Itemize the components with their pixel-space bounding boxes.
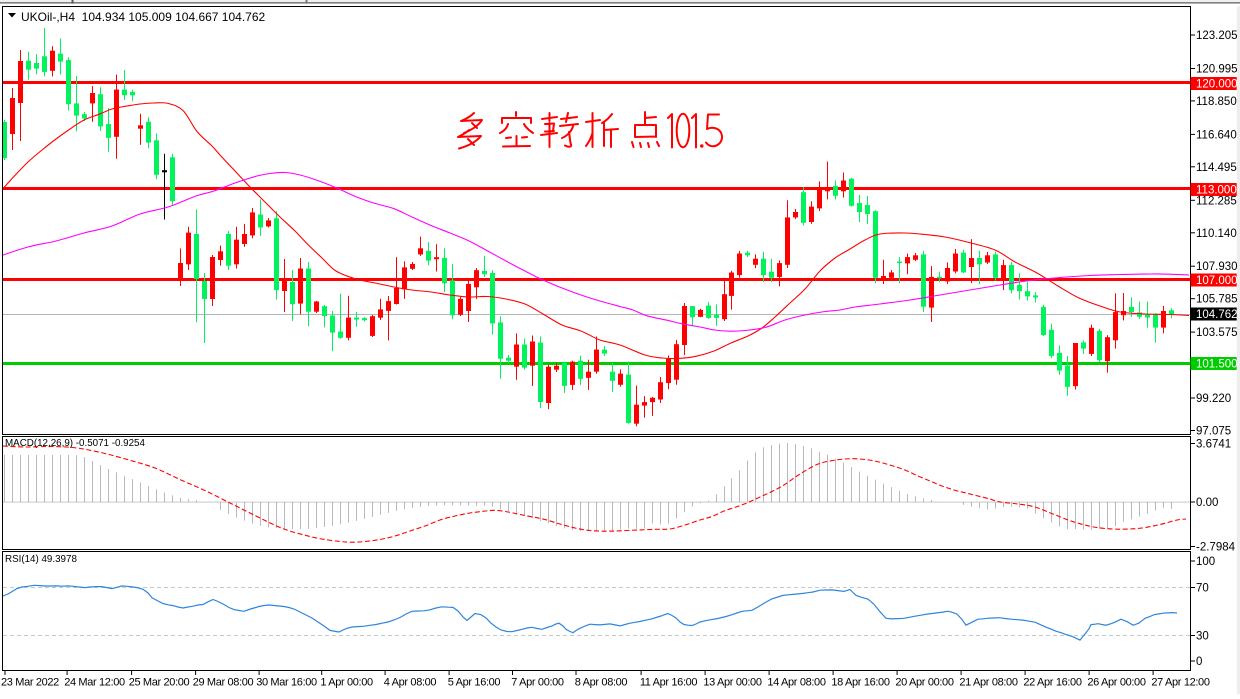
svg-text:25 Mar 20:00: 25 Mar 20:00 <box>129 677 190 689</box>
svg-text:14 Apr 08:00: 14 Apr 08:00 <box>767 677 825 689</box>
svg-text:113.000: 113.000 <box>1196 185 1237 197</box>
svg-text:110.140: 110.140 <box>1196 228 1237 240</box>
svg-text:100: 100 <box>1196 556 1215 568</box>
svg-text:123.205: 123.205 <box>1196 30 1238 42</box>
svg-text:11 Apr 16:00: 11 Apr 16:00 <box>640 677 698 689</box>
svg-text:21 Apr 08:00: 21 Apr 08:00 <box>959 677 1017 689</box>
svg-text:13 Apr 00:00: 13 Apr 00:00 <box>703 677 761 689</box>
svg-text:1 Apr 00:00: 1 Apr 00:00 <box>320 677 373 689</box>
svg-text:105.785: 105.785 <box>1196 294 1238 306</box>
svg-text:99.220: 99.220 <box>1196 393 1231 405</box>
svg-text:29 Mar 08:00: 29 Mar 08:00 <box>193 677 254 689</box>
svg-text:-2.7984: -2.7984 <box>1196 542 1236 554</box>
svg-text:30: 30 <box>1196 631 1209 643</box>
svg-text:116.640: 116.640 <box>1196 129 1237 141</box>
svg-text:120.000: 120.000 <box>1196 79 1238 91</box>
svg-text:104.762: 104.762 <box>1196 309 1238 321</box>
svg-text:23 Mar 2022: 23 Mar 2022 <box>1 677 59 689</box>
svg-text:22 Apr 16:00: 22 Apr 16:00 <box>1023 677 1081 689</box>
svg-text:103.575: 103.575 <box>1196 327 1238 339</box>
svg-text:70: 70 <box>1196 583 1209 595</box>
svg-text:97.075: 97.075 <box>1196 426 1231 438</box>
svg-text:MACD(12,26,9) -0.5071 -0.9254: MACD(12,26,9) -0.5071 -0.9254 <box>5 438 146 449</box>
svg-text:0: 0 <box>1196 656 1202 668</box>
svg-text:101.500: 101.500 <box>1196 359 1238 371</box>
svg-text:30 Mar 16:00: 30 Mar 16:00 <box>256 677 317 689</box>
svg-text:18 Apr 16:00: 18 Apr 16:00 <box>831 677 889 689</box>
svg-text:20 Apr 00:00: 20 Apr 00:00 <box>895 677 953 689</box>
svg-text:26 Apr 00:00: 26 Apr 00:00 <box>1087 677 1145 689</box>
svg-text:24 Mar 12:00: 24 Mar 12:00 <box>64 677 125 689</box>
svg-text:0.00: 0.00 <box>1196 497 1218 509</box>
svg-text:5 Apr 16:00: 5 Apr 16:00 <box>448 677 501 689</box>
svg-text:118.850: 118.850 <box>1196 96 1237 108</box>
svg-text:UKOil-,H4 104.934 105.009 104: UKOil-,H4 104.934 105.009 104.667 104.76… <box>21 10 266 24</box>
svg-text:7 Apr 00:00: 7 Apr 00:00 <box>511 677 564 689</box>
svg-text:RSI(14) 49.3978: RSI(14) 49.3978 <box>5 554 77 565</box>
svg-text:4 Apr 08:00: 4 Apr 08:00 <box>384 677 437 689</box>
svg-text:112.285: 112.285 <box>1196 195 1237 207</box>
svg-text:27 Apr 12:00: 27 Apr 12:00 <box>1151 677 1209 689</box>
svg-text:107.930: 107.930 <box>1196 261 1238 273</box>
svg-text:120.995: 120.995 <box>1196 64 1238 76</box>
svg-text:3.6741: 3.6741 <box>1196 439 1231 451</box>
svg-text:8 Apr 08:00: 8 Apr 08:00 <box>575 677 628 689</box>
svg-text:107.000: 107.000 <box>1196 275 1238 287</box>
svg-text:114.495: 114.495 <box>1196 162 1237 174</box>
